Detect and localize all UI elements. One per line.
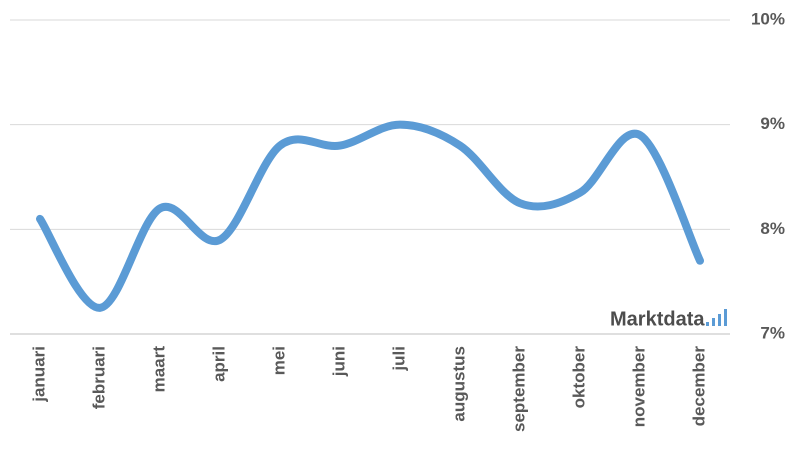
line [36, 120, 704, 312]
x-tick-label: april [209, 346, 228, 382]
watermark-icon [706, 309, 727, 326]
x-tick-label: januari [29, 346, 48, 403]
y-tick-label: 10% [751, 9, 785, 28]
watermark: Marktdata [610, 308, 705, 330]
x-tick-label: maart [149, 346, 168, 393]
x-tick-label: november [629, 346, 648, 428]
y-tick-label: 9% [760, 114, 785, 133]
x-tick-label: juli [389, 346, 408, 372]
x-tick-label: juni [329, 346, 348, 377]
y-tick-label: 7% [760, 323, 785, 342]
x-tick-label: mei [269, 346, 288, 375]
x-tick-label: december [689, 346, 708, 427]
y-tick-label: 8% [760, 219, 785, 238]
x-tick-label: september [509, 346, 528, 432]
x-tick-label: februari [89, 346, 108, 409]
x-tick-label: oktober [569, 346, 588, 409]
plot: 7% 8% 9% 10% januari februari maart april mei jun… [10, 9, 785, 432]
x-tick-label: augustus [449, 346, 468, 422]
